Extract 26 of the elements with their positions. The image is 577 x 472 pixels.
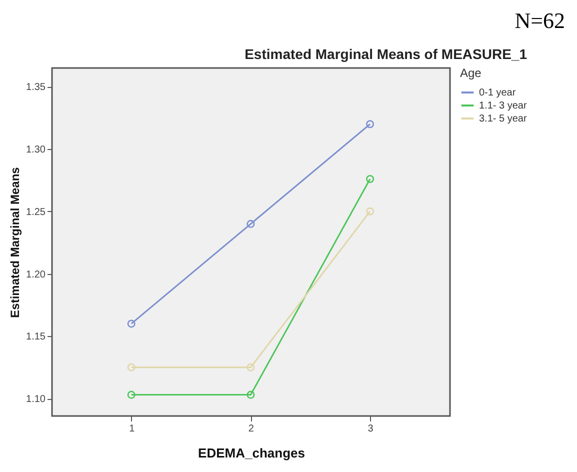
y-tick-label: 1.35	[26, 82, 46, 94]
y-axis-title: Estimated Marginal Means	[8, 166, 22, 318]
y-tick-label: 1.30	[26, 144, 46, 156]
x-tick-label: 2	[248, 424, 254, 434]
point	[246, 363, 255, 372]
y-tick-label: 1.15	[26, 332, 46, 343]
x-axis-title: EDEMA_changes	[198, 446, 305, 460]
legend-label: 0-1 year	[479, 88, 516, 98]
point	[366, 120, 374, 128]
legend-title: Age	[460, 66, 482, 80]
y-tick-label: 1.10	[26, 394, 46, 406]
legend-label: 3.1- 5 year	[479, 114, 528, 124]
x-tick-label: 3	[368, 424, 374, 434]
point	[366, 207, 374, 216]
text: N=62	[514, 8, 565, 34]
y-tick-label: 1.25	[26, 206, 46, 218]
y-tick-label: 1.20	[26, 269, 46, 280]
point	[246, 220, 255, 228]
point	[127, 390, 136, 399]
chart-title: Estimated Marginal Means of MEASURE_1	[244, 46, 528, 62]
point	[127, 320, 136, 328]
point	[366, 175, 374, 184]
x-tick-label: 1	[129, 424, 136, 434]
point	[246, 390, 255, 399]
point	[127, 363, 136, 372]
legend-label: 1.1- 3 year	[479, 100, 528, 112]
